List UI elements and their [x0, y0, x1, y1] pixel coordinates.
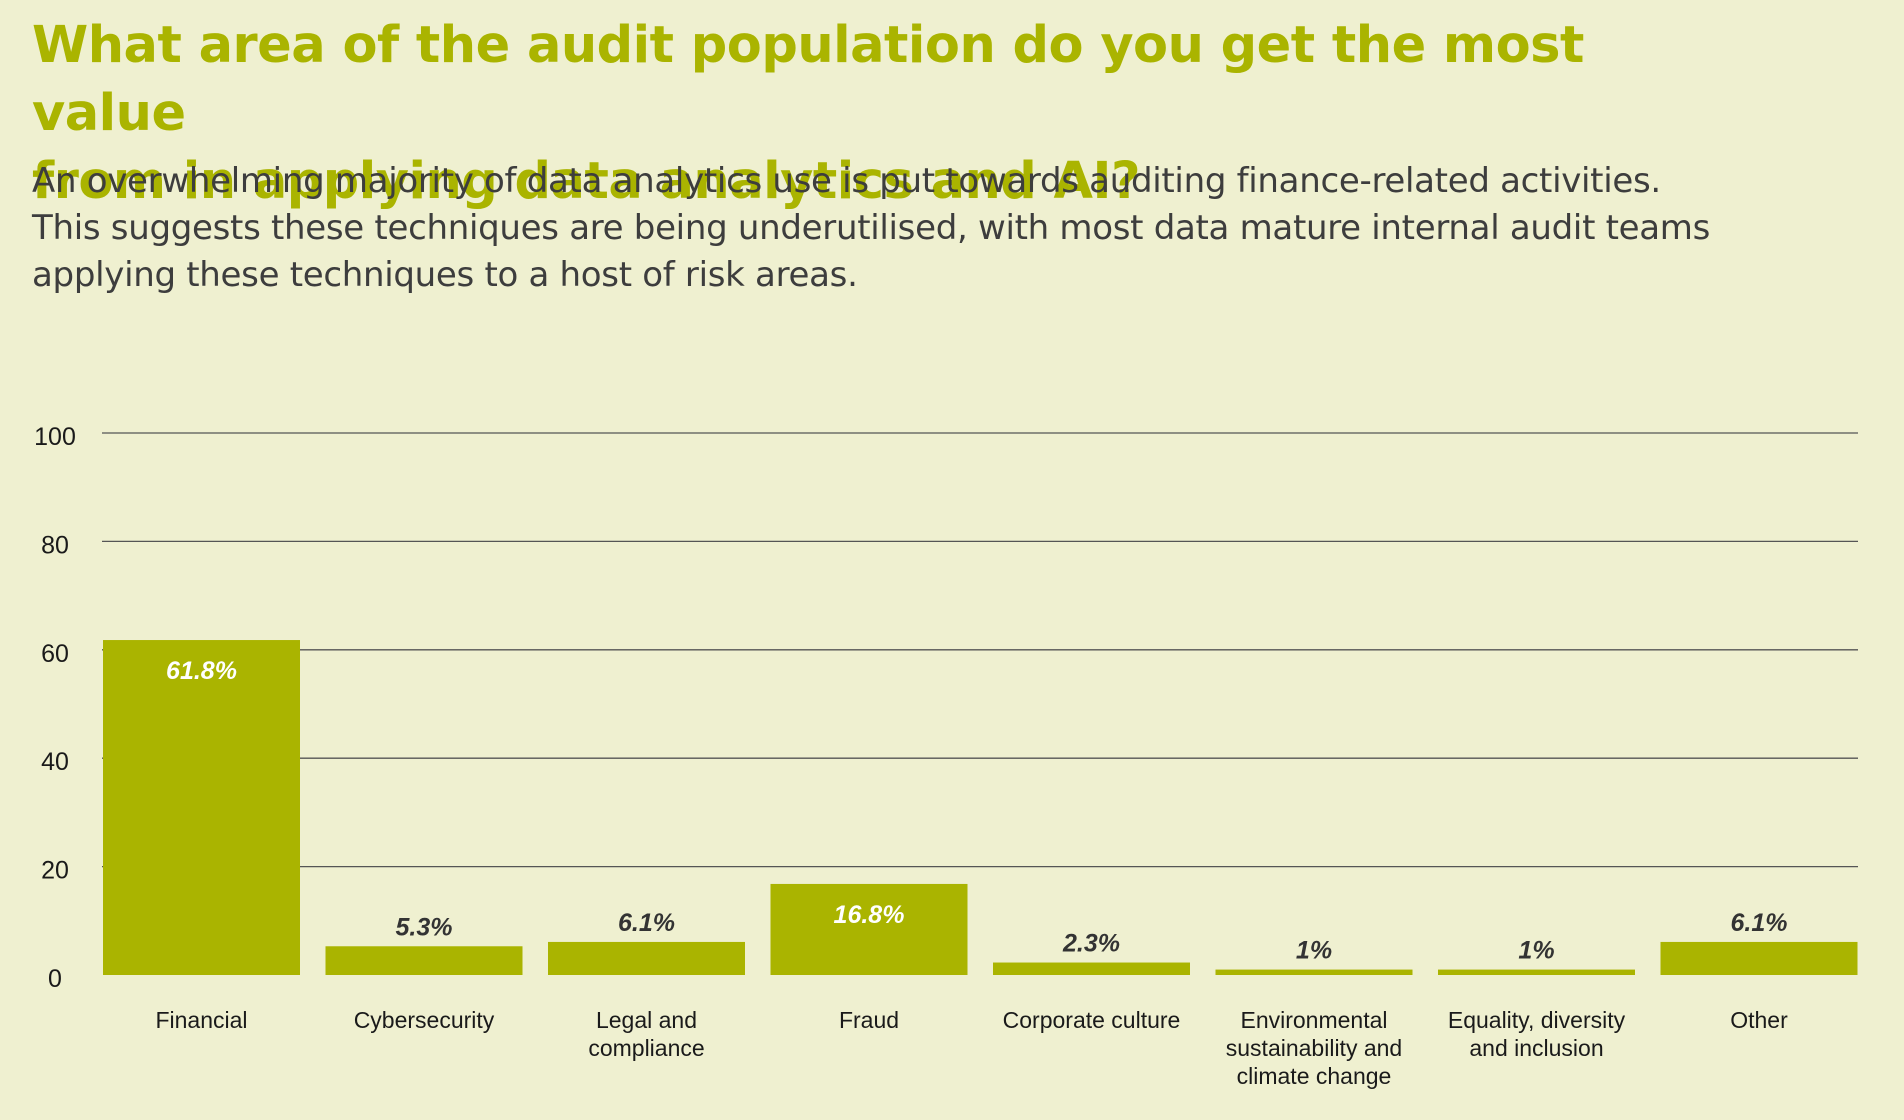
bar-6: [1438, 969, 1635, 975]
chart-title-line-1: What area of the audit population do you…: [32, 16, 1584, 143]
category-label-5: Environmental sustainability and climate c…: [1226, 1007, 1402, 1089]
bar-0: [103, 640, 300, 975]
value-label-3: 16.8%: [834, 901, 905, 929]
bars: [103, 640, 1858, 975]
chart-title-line-2: from in applying data analytics and AI?: [32, 152, 1141, 211]
category-label-6: Equality, diversity and inclusion: [1448, 1007, 1626, 1061]
value-label-4: 2.3%: [1062, 930, 1120, 958]
category-label-2: Legal and compliance: [588, 1007, 704, 1061]
category-label-0: Financial: [155, 1007, 247, 1033]
value-label-0: 61.8%: [166, 657, 237, 685]
category-label-1: Cybersecurity: [354, 1007, 495, 1033]
grid-lines: [102, 432, 1858, 868]
value-labels: 61.8% 5.3% 6.1% 16.8% 2.3% 1% 1% 6.1%: [166, 657, 1787, 965]
bar-1: [325, 946, 523, 975]
y-axis-ticks: 0 20 40 60 80 100: [34, 423, 76, 993]
value-label-6: 1%: [1518, 937, 1554, 965]
category-labels: Financial Cybersecurity Legal and complianc…: [155, 1007, 1788, 1089]
category-label-4: Corporate culture: [1003, 1007, 1181, 1033]
bar-3: [770, 883, 968, 975]
chart-subtitle-line-2: This suggests these techniques are being…: [32, 208, 1711, 248]
value-label-5: 1%: [1296, 937, 1332, 965]
y-tick-label-40: 40: [41, 748, 69, 776]
chart-subtitle: An overwhelming majority of data analyti…: [32, 158, 1832, 299]
y-tick-label-80: 80: [41, 531, 69, 559]
y-tick-label-20: 20: [41, 857, 69, 885]
y-tick-label-60: 60: [41, 640, 69, 668]
category-label-3: Fraud: [839, 1007, 899, 1033]
y-tick-label-0: 0: [48, 965, 62, 993]
y-tick-label-100: 100: [34, 423, 76, 451]
bar-7: [1660, 941, 1858, 975]
chart-subtitle-line-1: An overwhelming majority of data analyti…: [32, 161, 1661, 201]
value-label-7: 6.1%: [1731, 909, 1788, 937]
chart-title: What area of the audit population do you…: [32, 12, 1732, 216]
value-label-1: 5.3%: [396, 913, 453, 941]
chart-subtitle-line-3: applying these techniques to a host of r…: [32, 255, 858, 295]
value-label-2: 6.1%: [618, 909, 675, 937]
category-label-7: Other: [1730, 1007, 1788, 1033]
bar-4: [993, 962, 1190, 975]
bar-5: [1215, 969, 1413, 975]
bar-2: [548, 941, 745, 975]
